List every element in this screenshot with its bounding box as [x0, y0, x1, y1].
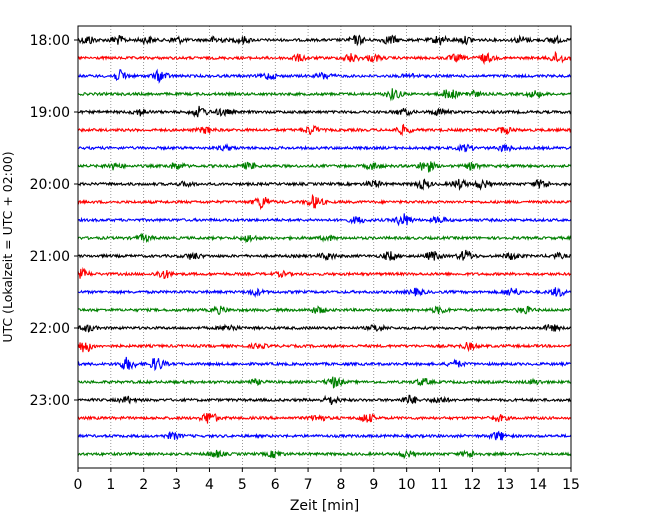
trace-1930 — [77, 142, 572, 153]
x-tick-label: 12 — [463, 477, 481, 493]
x-tick-label: 7 — [304, 477, 313, 493]
trace-2315 — [77, 412, 572, 424]
trace-2145 — [77, 305, 571, 315]
trace-1945 — [77, 160, 572, 173]
y-tick-label: 18:00 — [30, 33, 70, 49]
x-tick-label: 9 — [369, 477, 378, 493]
x-tick-label: 2 — [139, 477, 148, 493]
y-axis-label: UTC (Lokalzeit = UTC + 02:00) — [0, 151, 15, 342]
y-tick-label: 19:00 — [30, 105, 70, 121]
trace-2100 — [77, 249, 572, 262]
x-tick-label: 15 — [562, 477, 580, 493]
x-tick-label: 5 — [238, 477, 247, 493]
trace-2215 — [77, 341, 572, 353]
x-tick-label: 8 — [336, 477, 345, 493]
plot-frame — [77, 25, 572, 469]
trace-1830 — [77, 68, 572, 84]
y-tick-label: 21:00 — [30, 249, 70, 265]
trace-1815 — [77, 50, 572, 66]
y-tick-label: 23:00 — [30, 393, 70, 409]
trace-2300 — [77, 394, 572, 406]
trace-1915 — [77, 123, 572, 137]
trace-2345 — [77, 449, 572, 460]
y-tick-label: 22:00 — [30, 321, 70, 337]
x-tick-label: 0 — [74, 477, 83, 493]
x-tick-label: 4 — [205, 477, 214, 493]
trace-2230 — [77, 356, 571, 372]
trace-1900 — [77, 105, 572, 118]
x-tick-label: 10 — [398, 477, 416, 493]
x-tick-label: 14 — [529, 477, 547, 493]
y-axis: 18:00 19:00 20:00 21:00 22:00 23:00 — [30, 33, 78, 409]
trace-2015 — [77, 193, 572, 211]
trace-1845 — [77, 88, 572, 102]
y-tick-label: 20:00 — [30, 177, 70, 193]
x-tick-label: 11 — [431, 477, 449, 493]
trace-2200 — [77, 323, 572, 333]
trace-2045 — [77, 232, 572, 244]
trace-1800 — [77, 34, 572, 47]
seismic-traces — [77, 34, 572, 460]
trace-2000 — [77, 178, 572, 191]
trace-2330 — [77, 430, 572, 441]
x-tick-label: 13 — [496, 477, 514, 493]
trace-2130 — [77, 287, 572, 298]
x-tick-label: 3 — [172, 477, 181, 493]
trace-2030 — [77, 213, 572, 227]
trace-2115 — [77, 266, 572, 280]
x-tick-label: 6 — [271, 477, 280, 493]
x-axis: 0 1 2 3 4 5 6 7 8 9 10 11 12 13 14 15 — [74, 468, 580, 493]
x-axis-label: Zeit [min] — [290, 498, 359, 514]
x-tick-label: 1 — [106, 477, 115, 493]
trace-2245 — [77, 376, 572, 389]
